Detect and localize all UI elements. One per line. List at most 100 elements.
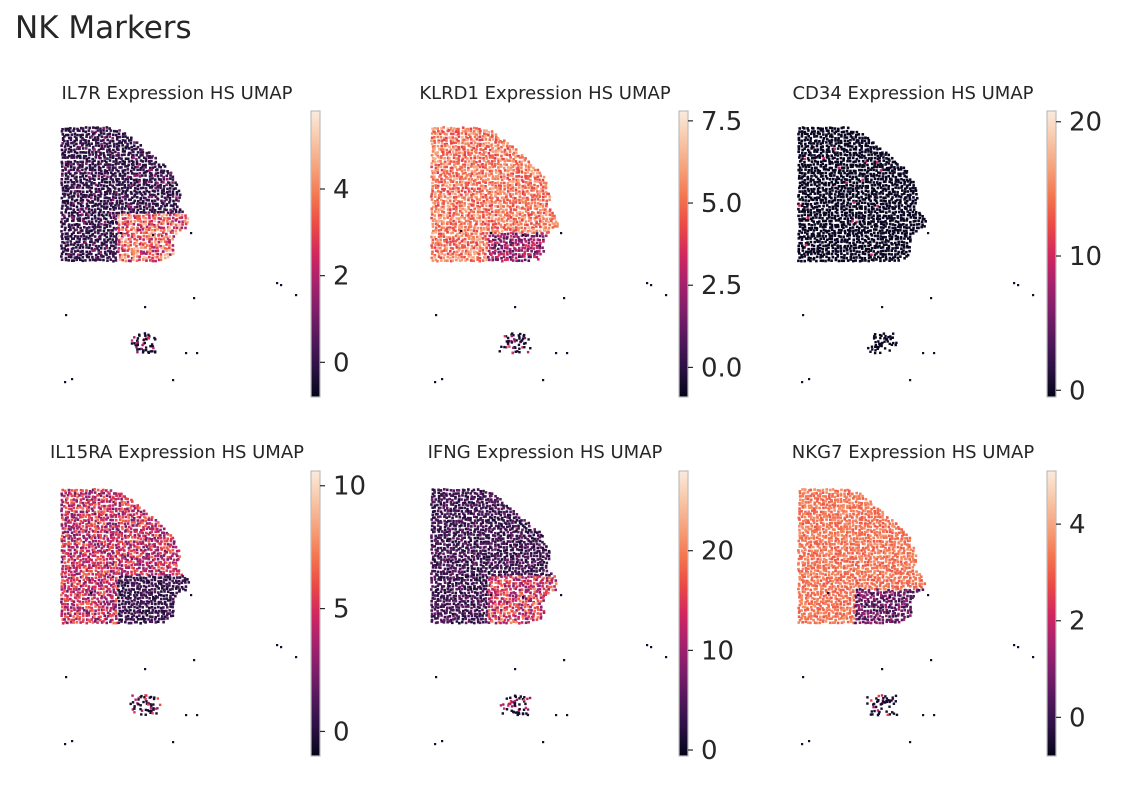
cell-point (139, 252, 143, 256)
cell-point (506, 159, 509, 162)
cell-point (88, 144, 91, 147)
cell-point (848, 214, 851, 217)
cell-point (150, 186, 154, 189)
cell-point (836, 195, 840, 198)
cell-point (88, 159, 91, 163)
cell-point (879, 190, 883, 194)
cell-point (132, 201, 135, 205)
cell-point (846, 144, 850, 148)
cell-point (506, 204, 510, 208)
cell-point (806, 132, 809, 136)
cell-point (70, 250, 73, 253)
cell-point (526, 234, 530, 237)
cell-point (903, 169, 907, 173)
cell-point (105, 196, 109, 200)
cell-point (66, 127, 70, 131)
cell-point (861, 259, 864, 262)
cell-point (479, 129, 482, 133)
cell-point (872, 207, 875, 211)
cell-point (821, 177, 825, 181)
cell-point (818, 169, 822, 173)
cell-point (442, 150, 445, 154)
cell-point (523, 184, 527, 188)
cell-point (890, 198, 894, 201)
cell-point (117, 238, 121, 242)
cell-point (138, 172, 142, 175)
cell-point (81, 195, 85, 199)
cell-point (905, 169, 909, 173)
cell-point (94, 126, 98, 130)
cell-point (526, 175, 529, 178)
cell-point (457, 139, 460, 143)
cell-point (136, 226, 139, 230)
cell-point (64, 381, 67, 384)
cell-point (124, 223, 127, 226)
cell-point (133, 199, 137, 203)
cell-point (887, 226, 891, 229)
cell-point (117, 243, 121, 246)
cell-point (837, 259, 841, 263)
cell-point (88, 180, 91, 183)
cell-point (472, 147, 475, 150)
cell-point (446, 186, 450, 189)
cell-point (816, 252, 820, 255)
cell-point (526, 205, 530, 209)
cell-point (150, 199, 154, 203)
cell-point (812, 229, 816, 232)
cell-point (882, 205, 885, 209)
cell-point (461, 136, 464, 139)
cell-point (445, 144, 449, 147)
cell-point (136, 250, 139, 253)
cell-point (903, 198, 906, 201)
cell-point (863, 228, 866, 232)
cell-point (443, 156, 446, 160)
cell-point (885, 204, 889, 208)
cell-point (852, 160, 855, 164)
cell-point (860, 168, 864, 172)
cell-point (550, 219, 553, 223)
cell-point (467, 144, 471, 147)
cell-point (475, 196, 478, 199)
cell-point (445, 184, 448, 188)
cell-point (141, 160, 144, 163)
cell-point (457, 213, 460, 216)
cell-point (529, 181, 532, 185)
cell-point (863, 220, 866, 223)
cell-point (84, 168, 87, 171)
cell-point (144, 202, 148, 205)
cell-point (437, 229, 441, 232)
cell-point (511, 238, 514, 241)
cell-point (493, 226, 497, 229)
cell-point (159, 255, 163, 259)
cell-point (75, 180, 79, 183)
cell-point (148, 259, 152, 262)
cell-point (437, 175, 441, 179)
cell-point (798, 181, 802, 185)
cell-point (431, 250, 434, 254)
cell-point (803, 223, 806, 227)
cell-point (472, 162, 476, 166)
cell-point (863, 165, 866, 168)
cell-point (466, 142, 470, 145)
cell-point (509, 216, 513, 219)
cell-point (870, 205, 874, 209)
cell-point (828, 142, 832, 145)
cell-point (138, 228, 142, 232)
cell-point (840, 178, 843, 182)
cell-point (854, 151, 858, 155)
cell-point (72, 214, 76, 218)
cell-point (858, 180, 862, 183)
cell-point (109, 177, 113, 180)
cell-point (123, 195, 127, 198)
cell-point (816, 222, 820, 225)
cell-point (73, 199, 77, 203)
cell-point (813, 223, 816, 226)
cell-point (517, 238, 521, 241)
cell-point (100, 139, 103, 143)
cell-point (475, 222, 478, 226)
cell-point (120, 187, 124, 190)
cell-point (874, 345, 877, 349)
cell-point (806, 187, 810, 191)
cell-point (472, 139, 476, 143)
cell-point (506, 258, 509, 261)
